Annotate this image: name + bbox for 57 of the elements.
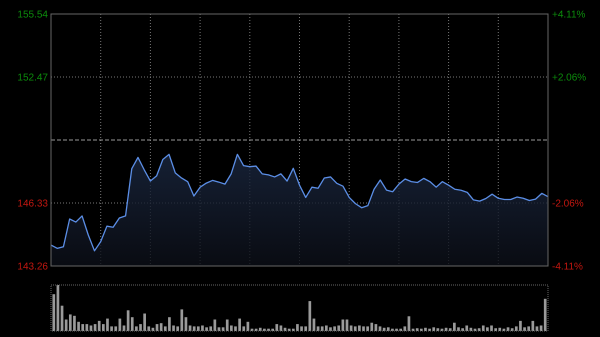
y-tick-label: 146.33 [17, 198, 48, 210]
y-tick-label: 152.47 [17, 72, 48, 84]
bar [275, 324, 278, 331]
bar [126, 310, 130, 331]
bar [205, 327, 208, 331]
bar [362, 326, 365, 331]
bar [168, 317, 171, 331]
bar [308, 301, 312, 331]
bar [461, 328, 464, 331]
bar [342, 320, 344, 331]
bar [370, 322, 374, 331]
bar [296, 324, 299, 331]
y2-tick-label: -4.11% [552, 262, 584, 272]
bar [156, 324, 158, 331]
bar [214, 320, 216, 331]
bar [378, 326, 382, 331]
bar [465, 325, 468, 331]
bar [280, 325, 282, 331]
bar [94, 324, 96, 331]
bar [494, 328, 497, 331]
bar [226, 320, 229, 331]
bar [85, 324, 88, 331]
bar [510, 328, 514, 331]
bar [300, 326, 303, 331]
bar [506, 327, 510, 331]
bar [73, 316, 76, 331]
bar [424, 328, 427, 331]
bar [284, 328, 286, 331]
bar [329, 327, 332, 331]
bar [453, 322, 456, 331]
bar [436, 328, 440, 331]
bar [238, 318, 241, 331]
bar [81, 324, 84, 331]
bar [519, 320, 522, 331]
bar [180, 309, 184, 331]
bar [118, 318, 122, 331]
bar [56, 285, 60, 331]
bar [478, 328, 480, 331]
bar [346, 320, 348, 331]
bar [325, 325, 328, 331]
bar [531, 320, 534, 331]
bar [408, 316, 410, 331]
y2-tick-label: +2.06% [552, 72, 586, 84]
bar [106, 318, 109, 331]
bar [160, 323, 162, 331]
bar [416, 328, 419, 331]
bar [374, 324, 378, 331]
bar [544, 298, 547, 331]
bar [490, 325, 493, 331]
y-tick-label: 143.26 [17, 262, 48, 272]
bar [143, 314, 146, 331]
y2-tick-label: -2.06% [552, 198, 584, 210]
y-tick-label: 155.54 [17, 10, 48, 20]
bar [90, 325, 92, 331]
y2-tick-label: +4.11% [552, 10, 586, 20]
bar [201, 325, 204, 331]
bar [68, 314, 72, 331]
